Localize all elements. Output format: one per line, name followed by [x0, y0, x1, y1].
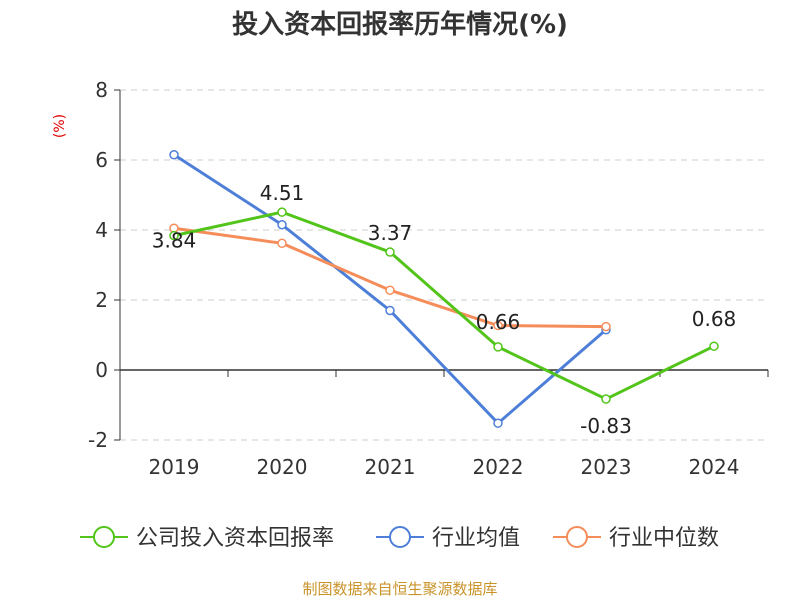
series-line — [173, 210, 715, 401]
data-point — [385, 247, 395, 257]
x-tick-label: 2022 — [473, 455, 524, 479]
data-point — [493, 320, 503, 331]
legend-swatch-marker — [389, 526, 411, 548]
data-point — [493, 342, 503, 352]
data-point — [601, 394, 611, 404]
chart-title: 投入资本回报率历年情况(%) — [232, 10, 568, 40]
data-point — [385, 285, 395, 295]
y-tick-label: -2 — [88, 428, 108, 452]
x-tick-label: 2019 — [149, 455, 200, 479]
x-tick-label: 2024 — [689, 455, 740, 479]
data-point — [493, 418, 503, 428]
data-point — [169, 150, 179, 160]
x-tick-label: 2023 — [581, 455, 632, 479]
x-tick-label: 2021 — [365, 455, 416, 479]
data-label: 0.68 — [692, 307, 737, 331]
data-point — [601, 321, 611, 332]
source-note: 制图数据来自恒生聚源数据库 — [302, 580, 498, 598]
x-tick-label: 2020 — [257, 455, 308, 479]
data-point — [169, 230, 179, 241]
data-label: 3.37 — [368, 221, 413, 245]
legend-label: 行业均值 — [432, 526, 520, 551]
data-label: 4.51 — [260, 181, 305, 205]
data-point — [277, 220, 287, 230]
legend-label: 行业中位数 — [609, 526, 719, 551]
data-label: 0.66 — [476, 310, 521, 334]
data-label: 3.84 — [152, 229, 197, 253]
data-point — [385, 305, 395, 316]
data-point — [277, 238, 287, 249]
data-label: -0.83 — [580, 414, 632, 438]
y-tick-label: 2 — [95, 288, 108, 312]
y-axis-label: (%) — [52, 114, 68, 138]
y-tick-label: 0 — [95, 358, 108, 382]
legend-label: 公司投入资本回报率 — [136, 526, 334, 551]
y-tick-label: 4 — [95, 218, 108, 242]
y-tick-label: 6 — [95, 148, 108, 172]
legend-swatch-marker — [93, 526, 115, 548]
legend-swatch-marker — [566, 526, 588, 548]
y-tick-label: 8 — [95, 78, 108, 102]
data-point — [709, 341, 719, 351]
data-point — [277, 207, 287, 217]
